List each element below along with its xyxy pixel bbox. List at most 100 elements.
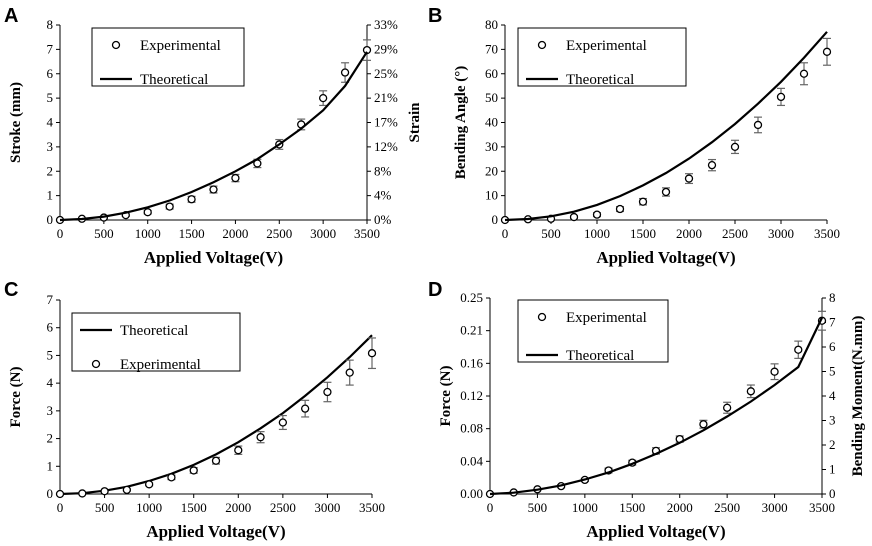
y-tick-label: 0.04	[460, 453, 483, 468]
x-tick-label: 2000	[225, 500, 251, 515]
y-tick-label: 30	[485, 139, 498, 154]
y-tick-label: 1	[47, 458, 54, 473]
experimental-point	[822, 47, 832, 56]
y-tick-label: 7	[47, 41, 54, 56]
panel-letter: B	[428, 5, 442, 27]
experimental-point	[794, 345, 803, 354]
y2-tick-label: 4	[829, 388, 836, 403]
x-tick-label: 500	[541, 226, 561, 241]
x-tick-label: 0	[502, 226, 509, 241]
panel-c: C 0 500 1000 1500 2000 2500 3000 3500 0 1 2 3 4 5 6 7 App…	[4, 279, 385, 541]
legend-box	[517, 27, 687, 87]
experimental-point	[722, 403, 732, 412]
x-tick-label: 1000	[572, 500, 598, 515]
y-tick-label: 0.21	[460, 323, 483, 338]
x-tick-label: 1500	[179, 226, 205, 241]
x-tick-label: 1500	[630, 226, 656, 241]
y-tick-label: 1	[47, 188, 54, 203]
y-tick-label: 60	[485, 66, 498, 81]
x-tick-label: 1000	[136, 500, 162, 515]
legend-label: Experimental	[140, 38, 221, 54]
panel-letter: C	[4, 279, 18, 301]
experimental-point	[569, 212, 579, 222]
experimental-point	[167, 473, 176, 482]
y2-tick-label: 25%	[374, 66, 398, 81]
y2-tick-label: 4%	[374, 188, 392, 203]
experimental-point	[256, 433, 265, 442]
theoretical-line	[59, 51, 368, 222]
x-tick-label: 1000	[584, 226, 610, 241]
experimental-point	[615, 204, 625, 214]
experimental-point	[699, 420, 708, 429]
experimental-point	[165, 202, 174, 211]
y-tick-label: 0.08	[460, 421, 483, 436]
experimental-point	[100, 487, 109, 496]
y-tick-label: 40	[485, 115, 498, 130]
x-tick-label: 1000	[135, 226, 161, 241]
panel-letter: A	[4, 5, 18, 27]
y2-tick-label: 1	[829, 462, 836, 477]
y2-tick-label: 12%	[374, 139, 398, 154]
y2-tick-label: 0	[829, 486, 836, 501]
legend-box	[71, 312, 241, 372]
x-tick-label: 3000	[762, 500, 788, 515]
y-tick-label: 0	[47, 486, 54, 501]
x-tick-label: 1500	[619, 500, 645, 515]
experimental-point	[209, 185, 218, 194]
y-tick-label: 7	[47, 292, 54, 307]
experimental-point	[592, 210, 602, 219]
y2-tick-label: 33%	[374, 17, 398, 32]
x-tick-label: 3500	[809, 500, 835, 515]
y-axis-label: Bending Angle (°)	[453, 66, 469, 180]
legend-label: Experimental	[566, 38, 647, 54]
y-axis-label: Force (N)	[8, 367, 24, 428]
x-tick-label: 2500	[270, 500, 296, 515]
experimental-point	[55, 489, 65, 499]
y2-axis-label: Strain	[407, 102, 423, 143]
x-tick-label: 0	[57, 500, 64, 515]
y-tick-label: 8	[47, 17, 54, 32]
x-tick-label: 3500	[814, 226, 840, 241]
x-tick-label: 500	[528, 500, 548, 515]
y-tick-label: 10	[485, 188, 498, 203]
experimental-point	[707, 161, 717, 170]
panel-letter: D	[428, 279, 442, 301]
legend-label: Experimental	[566, 310, 647, 326]
y2-tick-label: 5	[829, 364, 836, 379]
experimental-point	[345, 368, 354, 377]
panel-b: B 0 500 1000 1500 2000 2500 3000 3500 0 10 20 30 40 50…	[428, 5, 840, 267]
experimental-point	[78, 489, 87, 498]
y2-tick-label: 8%	[374, 163, 392, 178]
x-tick-label: 3500	[359, 500, 385, 515]
y-tick-label: 0.12	[460, 388, 483, 403]
y2-tick-label: 17%	[374, 115, 398, 130]
experimental-point	[318, 93, 328, 103]
x-tick-label: 1500	[181, 500, 207, 515]
experimental-point	[144, 480, 154, 489]
y2-axis-label: Bending Moment(N.mm)	[850, 316, 866, 477]
y-tick-label: 0.16	[460, 355, 483, 370]
y2-tick-label: 8	[829, 290, 836, 305]
y2-tick-label: 0%	[374, 212, 392, 227]
x-tick-label: 2000	[676, 226, 702, 241]
y-axis-label: Force (N)	[438, 366, 454, 427]
experimental-point	[300, 404, 310, 413]
experimental-point	[367, 349, 377, 358]
y-tick-label: 0.25	[460, 290, 483, 305]
y2-tick-label: 7	[829, 315, 836, 330]
y2-tick-label: 6	[829, 339, 836, 354]
legend-label: Theoretical	[566, 348, 634, 364]
legend-marker-swatch	[537, 40, 547, 50]
y2-tick-label: 29%	[374, 41, 398, 56]
x-tick-label: 2500	[722, 226, 748, 241]
experimental-point	[746, 387, 756, 396]
x-tick-label: 0	[487, 500, 494, 515]
x-tick-label: 2000	[222, 226, 248, 241]
y-tick-label: 5	[47, 90, 54, 105]
theoretical-line	[59, 334, 373, 496]
x-tick-label: 3000	[314, 500, 340, 515]
y-tick-label: 70	[485, 41, 498, 56]
panel-d: D 0 500 1000 1500 2000 2500 3000 3500 0.00 0.04 0.0…	[428, 279, 866, 541]
y2-tick-label: 3	[829, 413, 836, 428]
x-tick-label: 500	[95, 500, 115, 515]
